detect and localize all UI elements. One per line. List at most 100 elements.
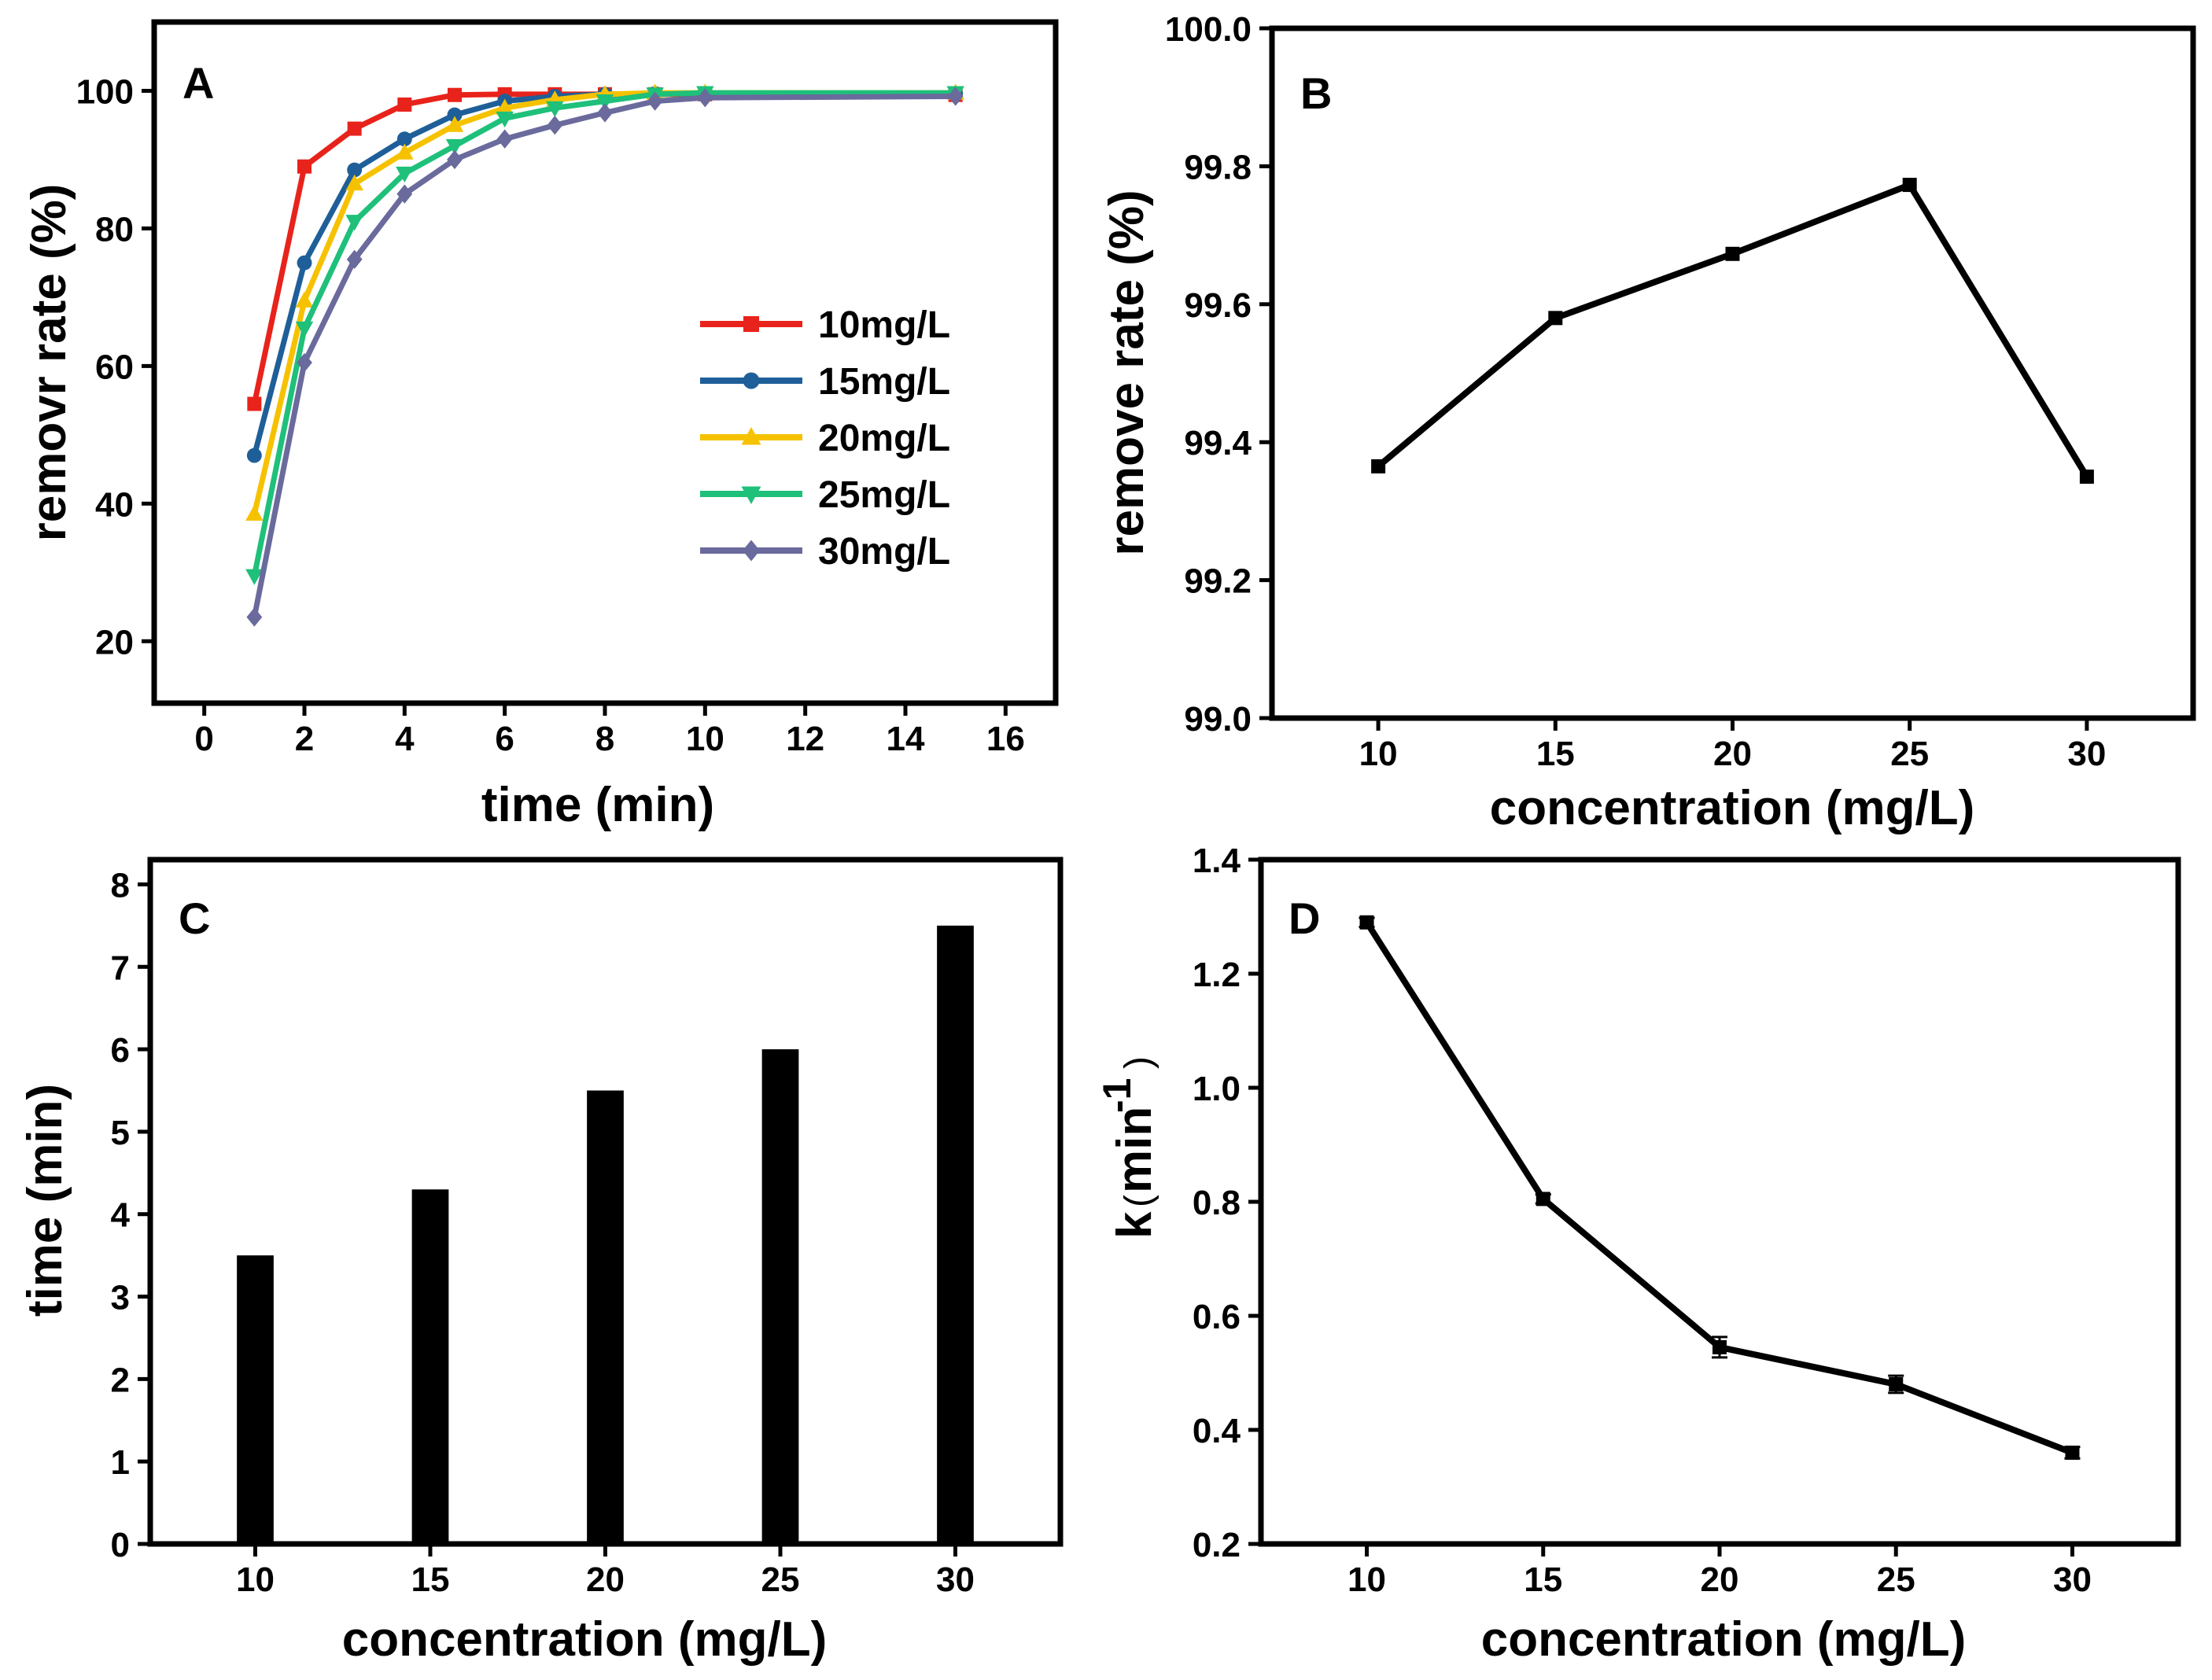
bar bbox=[761, 1049, 799, 1544]
data-point bbox=[547, 116, 563, 135]
panel-b-y-axis-title: remove rate (%) bbox=[1100, 190, 1154, 555]
panel-c: 10 15 20 25 30 0 1 2 3 4 5 6 7 8 C concentration (mg/… bbox=[18, 857, 1064, 1667]
panel-b-x-axis-title: concentration (mg/L) bbox=[1490, 781, 1975, 835]
x-tick-label: 20 bbox=[1713, 735, 1752, 773]
x-tick-label: 15 bbox=[411, 1560, 450, 1599]
data-point bbox=[697, 88, 713, 108]
data-point bbox=[345, 174, 363, 191]
legend-swatch-marker bbox=[743, 372, 760, 389]
data-point bbox=[295, 291, 314, 308]
data-point bbox=[245, 504, 264, 521]
y-tick-label: 20 bbox=[95, 623, 134, 661]
legend-swatch-marker bbox=[743, 316, 759, 332]
y-tick-label: 0.4 bbox=[1193, 1412, 1241, 1450]
x-tick-label: 30 bbox=[2053, 1560, 2092, 1599]
y-tick-label: 0 bbox=[111, 1526, 130, 1564]
panel-b-plot-area bbox=[1371, 178, 2094, 484]
data-point bbox=[245, 569, 264, 585]
y-tick-label: 4 bbox=[111, 1196, 131, 1235]
x-tick-label: 20 bbox=[586, 1560, 625, 1599]
x-tick-label: 25 bbox=[1890, 735, 1929, 773]
y-tick-label: 100 bbox=[76, 72, 134, 111]
panel-d-y-axis-title: k ( min -1 ) bbox=[1095, 1056, 1162, 1239]
data-point bbox=[2065, 1446, 2080, 1460]
data-point bbox=[1889, 1377, 1904, 1391]
y-tick-label: 80 bbox=[95, 210, 134, 249]
panel-d-letter: D bbox=[1288, 893, 1320, 943]
y-tick-label: 1.0 bbox=[1193, 1070, 1241, 1108]
panel-d-y-title-k: k bbox=[1108, 1211, 1162, 1239]
x-tick-label: 20 bbox=[1701, 1560, 1739, 1599]
x-tick-label: 25 bbox=[761, 1560, 800, 1599]
series-line bbox=[1364, 920, 2074, 1456]
data-point bbox=[295, 321, 314, 337]
x-tick-label: 25 bbox=[1877, 1560, 1915, 1599]
panel-c-y-axis-title: time (min) bbox=[18, 1084, 72, 1317]
data-point bbox=[396, 166, 414, 183]
data-point bbox=[297, 255, 312, 271]
x-tick-label: 10 bbox=[686, 720, 724, 758]
x-tick-label: 10 bbox=[236, 1560, 275, 1599]
x-tick-label: 14 bbox=[887, 720, 925, 758]
data-point bbox=[2079, 470, 2094, 484]
bar bbox=[587, 1090, 624, 1544]
x-tick-label: 15 bbox=[1536, 735, 1575, 773]
y-tick-label: 99.0 bbox=[1184, 700, 1252, 739]
legend-swatch-marker bbox=[741, 427, 761, 445]
bar bbox=[411, 1189, 449, 1544]
data-point bbox=[447, 149, 463, 170]
data-point bbox=[496, 98, 514, 115]
data-point bbox=[397, 97, 412, 112]
data-point bbox=[1371, 459, 1386, 473]
data-point bbox=[347, 121, 362, 136]
panel-a-x-axis-title: time (min) bbox=[481, 778, 714, 832]
y-tick-label: 0.6 bbox=[1193, 1298, 1241, 1336]
data-point bbox=[346, 249, 363, 269]
data-point bbox=[445, 116, 464, 132]
legend-label: 15mg/L bbox=[818, 361, 950, 403]
panel-d: 10 15 20 25 30 0.2 0.4 0.6 0.8 1.0 1.2 1.4 D concen… bbox=[1095, 842, 2181, 1667]
y-tick-label: 99.6 bbox=[1184, 286, 1252, 325]
legend-label: 20mg/L bbox=[818, 418, 950, 459]
data-point bbox=[396, 143, 414, 160]
data-point bbox=[1359, 915, 1374, 930]
legend-label: 10mg/L bbox=[818, 304, 950, 346]
y-tick-label: 8 bbox=[111, 866, 130, 904]
data-point bbox=[1902, 178, 1917, 193]
data-point bbox=[447, 107, 463, 123]
y-tick-label: 6 bbox=[111, 1031, 130, 1070]
y-tick-label: 0.8 bbox=[1193, 1184, 1241, 1222]
x-tick-label: 4 bbox=[395, 720, 415, 758]
legend-swatch-marker bbox=[741, 486, 761, 504]
panel-d-plot-area bbox=[1359, 915, 2081, 1460]
data-point bbox=[246, 607, 263, 627]
data-point bbox=[647, 91, 663, 111]
legend-swatch-marker bbox=[743, 540, 760, 562]
data-point bbox=[396, 184, 413, 204]
data-point bbox=[1548, 311, 1563, 326]
data-point bbox=[496, 111, 514, 128]
y-tick-label: 99.4 bbox=[1184, 424, 1252, 462]
panel-b-ticks: 10 15 20 25 30 99.0 99.2 99.4 99.6 99.8 100.0 bbox=[1165, 10, 2106, 773]
panel-b-frame bbox=[1269, 25, 2196, 721]
data-point bbox=[448, 87, 462, 102]
series-line bbox=[1376, 181, 2090, 479]
x-tick-label: 2 bbox=[295, 720, 314, 758]
panel-b-letter: B bbox=[1300, 68, 1332, 118]
y-tick-label: 5 bbox=[111, 1114, 130, 1152]
data-point bbox=[297, 159, 312, 174]
y-tick-label: 60 bbox=[95, 348, 134, 386]
x-tick-label: 0 bbox=[194, 720, 213, 758]
panel-a-ticks: 0 2 4 6 8 10 12 14 16 20 40 60 80 100 bbox=[76, 72, 1025, 758]
data-point bbox=[345, 215, 363, 231]
bar bbox=[237, 1255, 274, 1544]
panel-d-x-axis-title: concentration (mg/L) bbox=[1481, 1612, 1967, 1667]
y-tick-label: 2 bbox=[111, 1361, 130, 1399]
panel-a-y-axis-title: removr rate (%) bbox=[22, 184, 76, 542]
data-point bbox=[297, 352, 312, 373]
panel-d-y-title-exponent: -1 bbox=[1095, 1078, 1139, 1113]
panel-d-y-title-unit: min bbox=[1108, 1107, 1162, 1193]
panel-b: 10 15 20 25 30 99.0 99.2 99.4 99.6 99.8 100.0 B co… bbox=[1100, 10, 2196, 835]
legend-label: 25mg/L bbox=[818, 474, 950, 516]
